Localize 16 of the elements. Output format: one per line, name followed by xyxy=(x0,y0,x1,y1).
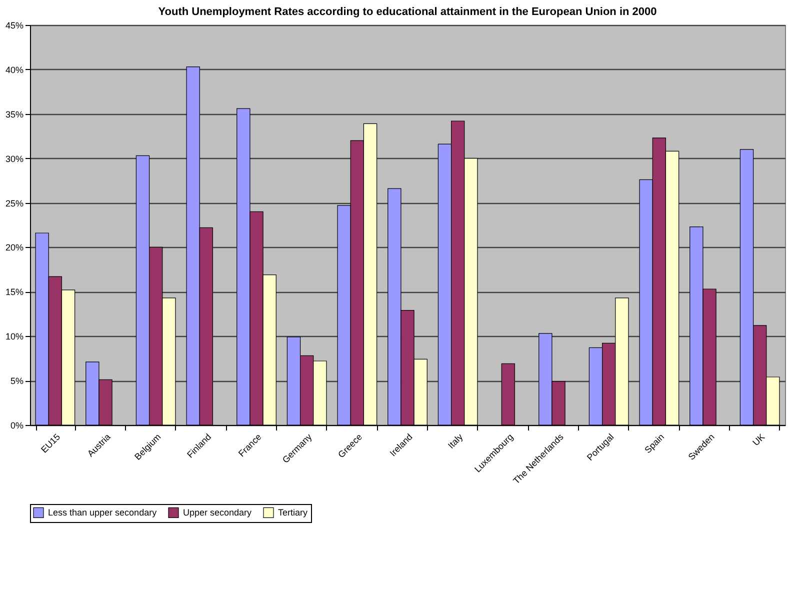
y-tick-label: 10% xyxy=(5,332,24,342)
y-tick-label: 30% xyxy=(5,154,24,164)
y-tick-label: 15% xyxy=(5,287,24,298)
chart-title: Youth Unemployment Rates according to educational attainment in the European Union in 2000 xyxy=(158,6,657,18)
legend-label: Tertiary xyxy=(278,508,308,518)
y-tick-label: 45% xyxy=(5,20,24,30)
y-tick-label: 20% xyxy=(5,242,24,253)
x-tick-label: Italy xyxy=(446,431,466,451)
y-tick-label: 40% xyxy=(5,64,24,75)
legend-label: Upper secondary xyxy=(183,508,252,518)
y-tick-label: 5% xyxy=(10,376,24,386)
y-tick-label: 25% xyxy=(5,198,24,208)
x-tick-label: UK xyxy=(750,432,767,448)
y-tick-label: 0% xyxy=(10,420,24,430)
y-tick-label: 35% xyxy=(5,109,24,120)
legend-label: Less than upper secondary xyxy=(48,508,158,518)
